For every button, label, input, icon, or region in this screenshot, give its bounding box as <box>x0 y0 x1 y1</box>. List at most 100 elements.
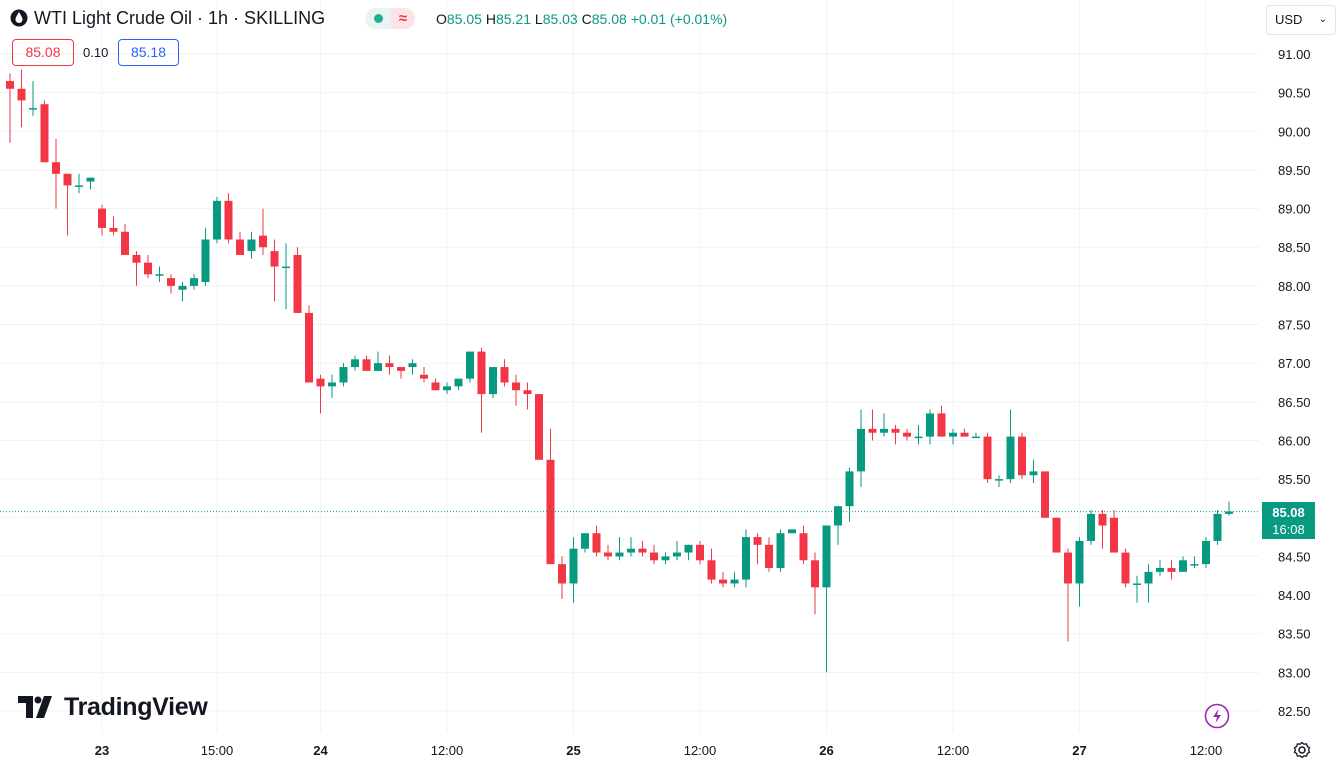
candle <box>523 382 532 410</box>
candle <box>270 239 279 302</box>
candle-body <box>489 367 497 395</box>
candle-body <box>535 394 543 460</box>
candle <box>109 216 118 236</box>
candle <box>167 274 175 294</box>
price-tick-label: 84.50 <box>1278 549 1311 564</box>
change-value: +0.01 (+0.01%) <box>630 11 728 27</box>
close-label: C <box>581 11 592 27</box>
candle-body <box>40 104 49 163</box>
candle-body <box>477 351 486 395</box>
candle <box>339 363 348 387</box>
candle <box>1213 510 1222 545</box>
candle <box>1006 409 1015 483</box>
candle <box>558 556 566 599</box>
candle-body <box>845 471 854 507</box>
candle <box>259 208 267 255</box>
candle-body <box>730 579 739 584</box>
candle <box>1110 510 1118 553</box>
candle <box>489 367 497 398</box>
candle <box>351 355 359 371</box>
candle-body <box>638 548 647 553</box>
candle-body <box>1179 560 1187 572</box>
candle-body <box>86 177 95 182</box>
candle-body <box>696 544 704 561</box>
candle <box>500 359 509 387</box>
close-value: 85.08 <box>591 11 627 27</box>
candle <box>328 374 336 398</box>
candle <box>960 428 969 437</box>
time-tick-label: 12:00 <box>1190 743 1223 758</box>
candle <box>1121 548 1130 588</box>
candle-body <box>144 262 152 275</box>
candle-body <box>523 390 532 395</box>
candle-body <box>305 312 313 383</box>
price-tick-label: 90.50 <box>1278 86 1311 101</box>
candle <box>891 425 900 445</box>
candle <box>512 374 520 406</box>
grid-lines <box>0 0 1260 733</box>
price-tick-label: 84.00 <box>1278 588 1311 603</box>
candle-body <box>926 413 934 437</box>
candle <box>788 529 796 534</box>
buy-button[interactable]: 85.18 <box>118 39 179 66</box>
candle-body <box>431 382 440 391</box>
lightning-icon[interactable] <box>1204 703 1230 729</box>
price-tick-label: 89.50 <box>1278 163 1311 178</box>
candle <box>684 544 693 561</box>
currency-select[interactable]: USD ⌄ <box>1266 5 1336 35</box>
candle-body <box>627 548 635 553</box>
candle <box>673 540 681 561</box>
price-tick-label: 83.00 <box>1278 665 1311 680</box>
symbol-title[interactable]: WTI Light Crude Oil · 1h · SKILLING <box>34 8 326 28</box>
candle <box>1190 556 1199 569</box>
candle-body <box>155 274 164 276</box>
candle-body <box>293 254 302 313</box>
candle-body <box>512 382 520 391</box>
candle <box>98 204 106 236</box>
price-tick-label: 86.00 <box>1278 433 1311 448</box>
candle <box>247 231 256 259</box>
candle <box>949 428 957 445</box>
tradingview-logo[interactable]: TradingView <box>18 693 208 721</box>
candle-body <box>63 173 72 186</box>
candle <box>420 367 428 383</box>
candle <box>1041 471 1049 518</box>
candle <box>1098 510 1107 549</box>
candle-body <box>121 231 129 255</box>
candle-body <box>592 533 601 553</box>
candle-body <box>914 436 923 439</box>
candle-body <box>259 235 267 248</box>
sell-button[interactable]: 85.08 <box>12 39 74 66</box>
candle-body <box>1156 568 1164 572</box>
candle-body <box>1190 564 1199 566</box>
low-label: L <box>534 11 543 27</box>
candle <box>63 173 72 236</box>
candle <box>121 224 129 255</box>
candle <box>604 544 612 561</box>
candle-body <box>52 162 60 174</box>
open-value: 85.05 <box>446 11 482 27</box>
candle-body <box>765 544 773 569</box>
candle-body <box>454 378 463 387</box>
candle <box>1018 432 1026 480</box>
high-value: 85.21 <box>495 11 531 27</box>
candle <box>408 359 417 375</box>
candle-body <box>995 479 1003 481</box>
candle <box>282 243 290 310</box>
candle-body <box>1052 517 1061 553</box>
candle-body <box>167 278 175 286</box>
candle-body <box>891 428 900 433</box>
candle <box>52 139 60 209</box>
candle <box>834 506 842 545</box>
market-status-pill[interactable]: ≈ <box>365 8 415 29</box>
candle <box>466 351 474 383</box>
candle <box>983 432 992 483</box>
candle <box>661 552 670 565</box>
settings-icon[interactable] <box>1293 741 1311 759</box>
candle <box>569 537 578 603</box>
candle-body <box>500 367 509 383</box>
time-axis: 23 15:00 24 12:00 25 12:00 26 12:00 27 12:00 <box>95 743 1223 758</box>
candle-body <box>776 533 785 569</box>
high-label: H <box>485 11 496 27</box>
